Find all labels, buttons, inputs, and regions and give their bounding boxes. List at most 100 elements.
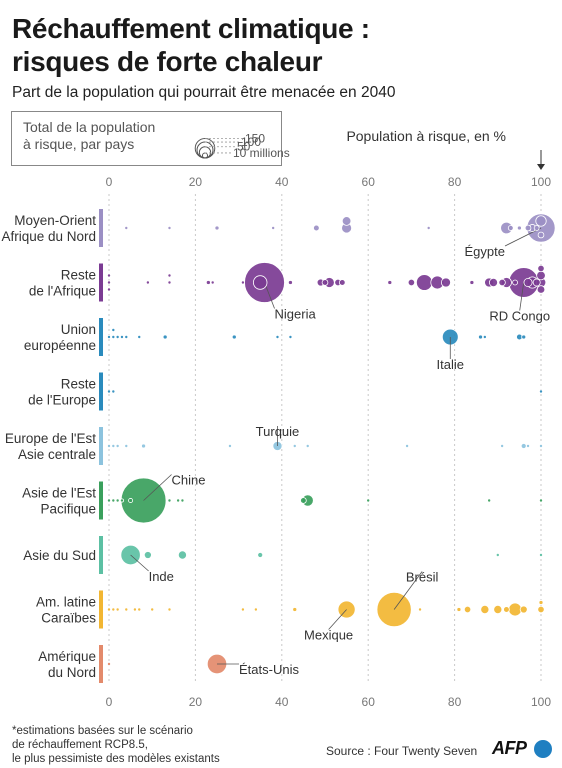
bubble-annotation-label: Égypte [465,244,505,259]
bubble-point [426,225,431,230]
row-label-line-1: Reste [61,268,96,283]
bubble-point [107,443,112,448]
annotation-leader [264,282,275,309]
bubble-point [240,607,245,612]
bubble-point [167,607,172,612]
row-color-bar [99,263,103,302]
bubble-point [478,334,483,340]
bubble-annotation-label: Turquie [256,424,300,439]
bubble-point [115,607,120,612]
bubble-point [341,216,352,226]
row-label-line-2: Asie centrale [18,447,96,462]
row-color-bar [99,481,103,520]
bubble-point [418,607,423,612]
bubble-point [456,607,462,612]
size-legend-label-line-1: Total de la population [23,119,156,135]
bubble-point [321,279,329,286]
bubble-point [214,225,220,231]
x-tick-label-bottom: 80 [448,695,462,709]
size-legend-circle [201,152,209,159]
bubble-point [111,607,116,612]
axis-arrow-head [537,164,545,170]
bubble-point [516,225,522,231]
row-label-line-1: Asie de l'Est [22,486,96,501]
row-color-bar [99,590,103,629]
bubble-point [539,553,544,558]
bubble-point [107,389,112,394]
bubble-point [287,280,293,285]
bubble-point [137,334,142,339]
bubble-point [205,280,211,285]
row-color-bar [99,209,103,247]
row-label-line-2: Pacifique [40,502,96,517]
chart-title: Réchauffement climatique : risques de fo… [12,12,552,78]
bubble-annotation-label: Mexique [304,628,353,643]
bubble-point [539,443,544,448]
row-label-line-1: Asie du Sud [23,548,96,563]
row-label-line-2: de l'Afrique [29,284,96,299]
bubble-point [537,264,545,273]
annotation-leader [130,554,149,572]
bubble-point [503,606,510,613]
footnote: *estimations basées sur le scénario de r… [12,724,220,766]
bubble-point [313,224,320,232]
size-legend-circle [198,146,212,159]
bubble-point [337,600,356,619]
bubble-point [440,277,451,288]
footnote-line-3: le plus pessimiste des modèles existants [12,753,220,765]
bubble-point [111,389,116,394]
bubble-point [107,662,112,667]
bubble-point [137,607,142,612]
bubble-point [512,279,518,286]
bubble-point [167,225,172,230]
title-line-1: Réchauffement climatique : [12,13,370,44]
x-tick-label: 20 [189,175,203,189]
bubble-point [124,607,129,612]
footnote-line-2: de réchauffement RCP8.5, [12,739,148,751]
bubble-point [253,607,258,612]
source-text: Source : Four Twenty Seven [326,744,478,758]
bubble-point [536,270,546,281]
row-color-bar [99,427,103,465]
bubble-point [520,443,527,449]
bubble-point [463,605,472,614]
annotation-leader [504,227,542,247]
bubble-point [132,607,137,612]
bubble-point [240,280,245,285]
x-tick-label-bottom: 20 [189,695,203,709]
bubble-point [143,551,152,559]
x-tick-label-bottom: 40 [275,695,289,709]
bubble-point [115,443,120,448]
annotation-leader [328,609,347,630]
bubble-point [252,275,268,290]
bubble-point [167,280,172,285]
bubble-point [124,334,129,339]
size-legend-label: Total de la population à risque, par pay… [23,119,173,153]
row-label-line-2: européenne [24,338,96,353]
bubble-point [305,443,310,448]
row-label-line-1: Am. latine [36,595,96,610]
bubble-point [387,280,393,285]
bubble-point [257,552,264,558]
bubble-annotation-label: Inde [149,569,174,584]
row-label-line-1: Amérique [38,649,96,664]
bubble-point [507,225,514,231]
bubble-point [538,600,544,605]
bubble-point [498,278,506,287]
x-tick-label-bottom: 0 [106,695,113,709]
title-line-2: risques de forte chaleur [12,46,323,77]
bubble-point [539,498,544,503]
bubble-point [524,224,532,232]
bubble-point [227,443,232,448]
bubble-point [526,443,531,448]
bubble-point [536,285,546,294]
bubble-point [292,607,298,612]
bubble-point [107,287,112,292]
row-label-line-1: Reste [61,377,96,392]
bubble-point [176,498,181,503]
bubble-point [180,498,185,503]
size-legend-circle [194,137,216,159]
row-label-line-2: Caraïbes [41,611,96,626]
bubble-point [107,334,112,339]
